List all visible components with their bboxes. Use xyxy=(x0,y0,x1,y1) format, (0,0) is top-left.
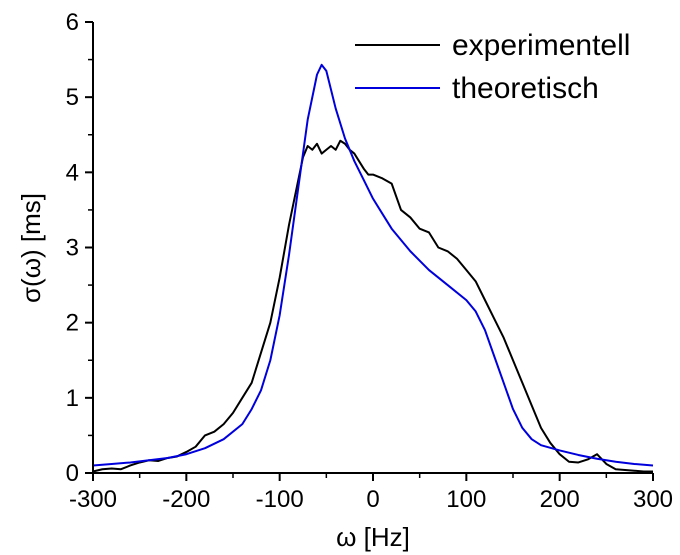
y-axis-title: σ(ω) [ms] xyxy=(16,193,46,303)
series-line-experimentell xyxy=(92,139,653,473)
legend: experimentell theoretisch xyxy=(355,29,630,105)
x-tick-label: -200 xyxy=(162,486,210,513)
x-tick-label: 0 xyxy=(366,486,379,513)
y-tick-label: 5 xyxy=(66,84,79,111)
x-tick-label: 200 xyxy=(540,486,580,513)
series-line-theoretisch xyxy=(92,63,654,467)
y-tick-label: 2 xyxy=(66,310,79,337)
x-tick-label: -100 xyxy=(256,486,304,513)
legend-label-theoretisch: theoretisch xyxy=(452,72,599,105)
series-layer xyxy=(92,63,654,473)
x-tick-label: -300 xyxy=(69,486,117,513)
x-tick-label: 300 xyxy=(633,486,673,513)
x-axis-title: ω [Hz] xyxy=(336,522,410,552)
y-tick-label: 1 xyxy=(66,385,79,412)
y-tick-label: 3 xyxy=(66,235,79,262)
y-tick-label: 6 xyxy=(66,9,79,36)
x-tick-label: 100 xyxy=(446,486,486,513)
y-tick-label: 0 xyxy=(66,460,79,487)
legend-label-experimentell: experimentell xyxy=(452,29,630,62)
ticks-layer: -300 -200 -100 0 100 200 300 0 1 2 3 4 5 6 xyxy=(66,9,673,513)
y-tick-label: 4 xyxy=(66,159,79,186)
